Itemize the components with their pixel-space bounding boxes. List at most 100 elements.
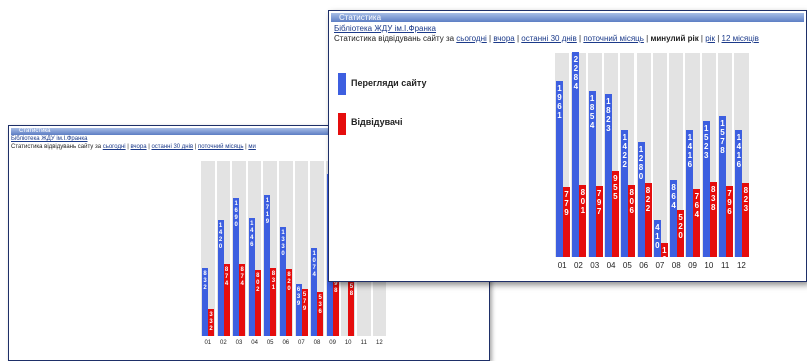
bar-value-digit: 3 xyxy=(209,318,213,325)
period-truncated[interactable]: ми xyxy=(248,144,256,150)
bar-value-digit: 0 xyxy=(629,196,634,206)
bar-value-digit: 0 xyxy=(678,231,683,241)
bar-value-digit: 5 xyxy=(703,132,709,142)
bar-value-digit: 0 xyxy=(287,285,291,292)
library-link[interactable]: Бібліотека ЖДУ ім.І.Франка xyxy=(334,24,437,33)
month-label: 07 xyxy=(655,261,665,270)
bar-value-digit: 1 xyxy=(271,284,276,291)
bar-value-digit: 4 xyxy=(250,234,254,241)
bar-value-digit: 6 xyxy=(234,207,238,214)
bar-value-digit: 6 xyxy=(629,205,634,215)
bar-value-digit: 0 xyxy=(312,258,316,265)
bar-value-digit: 9 xyxy=(302,305,307,312)
stats-prefix: Статистика відвідувань сайту за xyxy=(11,144,102,150)
bar-value-digit: 9 xyxy=(296,300,301,307)
bar-value-digit: 7 xyxy=(564,199,569,209)
bar-visitors: 758 xyxy=(348,273,355,336)
bar-value-digit: 3 xyxy=(281,244,285,251)
bar-value-digit: 8 xyxy=(287,271,291,278)
period-last-year[interactable]: минулий рік xyxy=(650,34,699,43)
period-yesterday[interactable]: вчора xyxy=(130,144,147,150)
month-label: 11 xyxy=(360,340,367,346)
period-30days[interactable]: останні 30 днів xyxy=(521,34,577,43)
bar-value-digit: 1 xyxy=(736,151,742,161)
bar-value-digit: 5 xyxy=(613,183,618,193)
bar-value-digit: 4 xyxy=(687,142,693,152)
bar-value-digit: 3 xyxy=(606,123,611,133)
bar-value-digit: 9 xyxy=(613,174,618,184)
bar-value-digit: 7 xyxy=(596,188,602,198)
bar-value-digit: 8 xyxy=(638,163,644,173)
bar-value-digit: 3 xyxy=(271,277,276,284)
bar-value-digit: 8 xyxy=(710,202,716,212)
bar-value-digit: 1 xyxy=(736,133,742,143)
period-30days[interactable]: останні 30 днів xyxy=(151,144,194,150)
month-label: 12 xyxy=(376,340,383,346)
bar-value-digit: 8 xyxy=(334,287,338,294)
bar-value-digit: 1 xyxy=(557,84,562,94)
bar-value-digit: 8 xyxy=(629,187,634,197)
period-today[interactable]: сьогодні xyxy=(456,34,487,43)
bar-value-digit: 3 xyxy=(710,193,716,203)
bar-value-digit: 7 xyxy=(720,136,725,146)
bar-value-digit: 7 xyxy=(265,205,270,212)
period-current-month[interactable]: поточний місяць xyxy=(583,34,644,43)
bar-value-digit: 2 xyxy=(678,222,683,232)
bar-value-digit: 7 xyxy=(302,298,307,305)
month-label: 10 xyxy=(704,261,714,270)
bar-value-digit: 7 xyxy=(312,265,316,272)
bar-value-digit: 8 xyxy=(224,267,229,274)
bar-value-digit: 6 xyxy=(661,255,668,257)
legend-visitors-label: Відвідувачі xyxy=(351,117,403,127)
bar-value-digit: 1 xyxy=(687,151,693,161)
bar-value-digit: 9 xyxy=(234,214,238,221)
month-label: 11 xyxy=(720,261,730,270)
bar-value-digit: 4 xyxy=(694,209,700,219)
bar-value-digit: 2 xyxy=(203,284,207,291)
bar-value-digit: 5 xyxy=(678,213,683,223)
period-today[interactable]: сьогодні xyxy=(102,144,126,150)
period-yesterday[interactable]: вчора xyxy=(493,34,515,43)
bar-value-digit: 8 xyxy=(271,270,276,277)
bar-value-digit: 1 xyxy=(606,96,611,106)
bar-value-digit: 8 xyxy=(240,267,244,274)
bar-value-digit: 2 xyxy=(645,204,651,214)
bar-value-digit: 5 xyxy=(720,127,725,137)
bar-visitors: 160 xyxy=(660,242,668,257)
period-12-months[interactable]: 12 місяців xyxy=(721,34,759,43)
month-label: 09 xyxy=(688,261,697,270)
bar-value-digit: 6 xyxy=(727,206,732,216)
bar-value-digit: 1 xyxy=(218,222,223,229)
month-column xyxy=(652,53,668,257)
stats-window-front: Статистика Бібліотека ЖДУ ім.І.Франка Ст… xyxy=(328,10,807,282)
bar-value-digit: 2 xyxy=(703,141,709,151)
bar-value-digit: 3 xyxy=(281,237,285,244)
legend-views-swatch xyxy=(338,73,346,95)
bar-value-digit: 6 xyxy=(687,160,693,170)
month-label: 03 xyxy=(590,261,600,270)
bar-value-digit: 5 xyxy=(302,291,307,298)
bar-value-digit: 3 xyxy=(743,204,749,214)
period-year[interactable]: рік xyxy=(705,34,715,43)
period-current-month[interactable]: поточний місяць xyxy=(198,144,244,150)
library-link[interactable]: Бібліотека ЖДУ ім.І.Франка xyxy=(11,136,88,142)
bar-value-digit: 8 xyxy=(645,186,651,196)
